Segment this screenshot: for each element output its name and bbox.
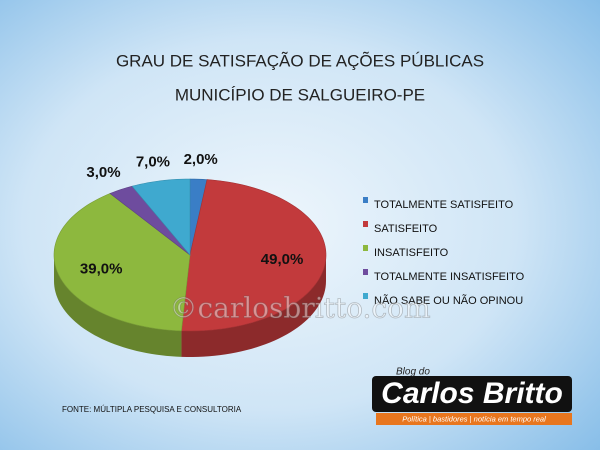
pie-side <box>181 255 326 357</box>
legend-label: INSATISFEITO <box>374 247 449 259</box>
pie-side <box>54 255 182 357</box>
logo: Blog do Carlos Britto Política | bastido… <box>372 367 572 425</box>
source-note: FONTE: MÚLTIPLA PESQUISA E CONSULTORIA <box>62 405 242 414</box>
logo-box <box>372 376 572 412</box>
pie-slice <box>181 179 327 332</box>
legend-swatch <box>363 293 368 299</box>
legend-swatch <box>363 269 368 275</box>
legend-swatch <box>363 245 368 251</box>
legend-label: SATISFEITO <box>374 223 438 235</box>
data-label: 49,0% <box>261 251 304 268</box>
data-label: 39,0% <box>80 260 123 277</box>
pie-slice <box>53 193 191 332</box>
logo-bar <box>376 413 572 425</box>
pie-slice <box>109 185 191 256</box>
data-label: 2,0% <box>184 151 218 168</box>
chart-subtitle: MUNICÍPIO DE SALGUEIRO-PE <box>175 85 425 104</box>
legend-swatch <box>363 197 368 203</box>
legend-label: NÃO SABE OU NÃO OPINOU <box>374 294 523 307</box>
data-label: 3,0% <box>86 164 120 181</box>
chart-title: GRAU DE SATISFAÇÃO DE AÇÕES PÚBLICAS <box>116 51 484 70</box>
data-label: 7,0% <box>136 153 170 170</box>
logo-kicker: Blog do <box>396 367 430 378</box>
legend-swatch <box>363 221 368 227</box>
legend-label: TOTALMENTE INSATISFEITO <box>374 271 525 283</box>
logo-tagline: Política | bastidores | notícia em tempo… <box>402 414 546 423</box>
pie-slice <box>131 178 191 256</box>
legend-label: TOTALMENTE SATISFEITO <box>374 199 514 211</box>
watermark: ©carlosbritto.com <box>169 292 430 325</box>
logo-name: Carlos Britto <box>381 377 563 410</box>
